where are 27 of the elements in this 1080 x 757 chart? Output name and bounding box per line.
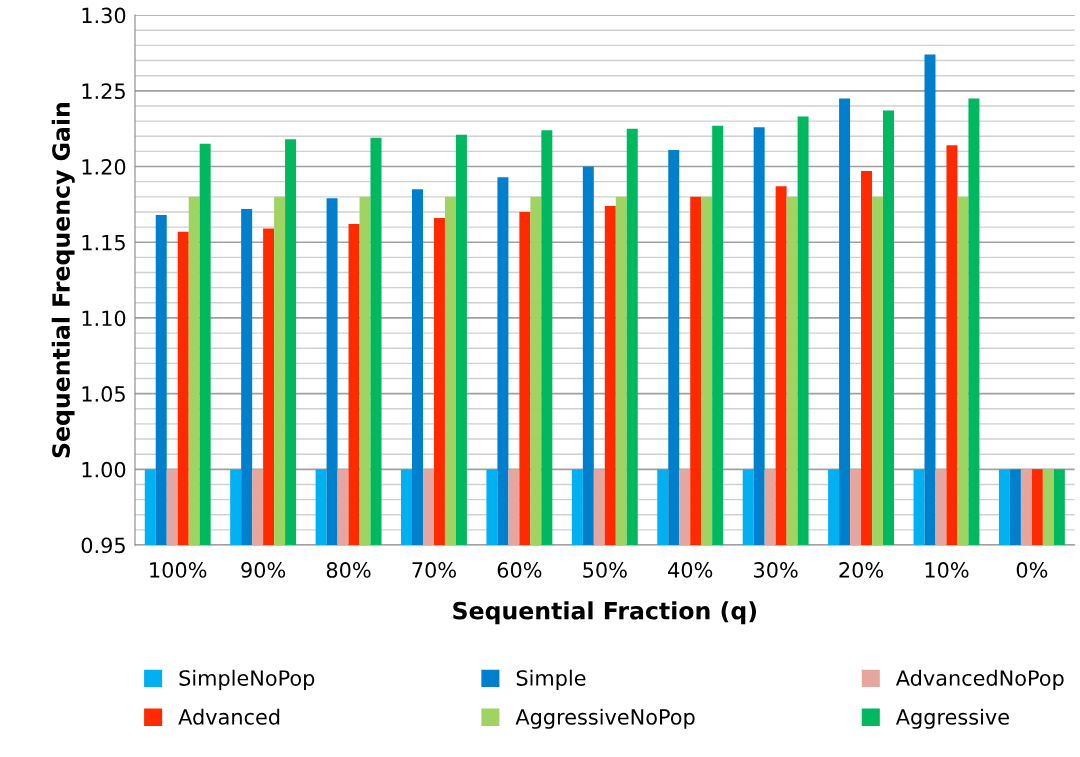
y-tick-label: 1.05 bbox=[82, 386, 125, 402]
x-tick-label: 0% bbox=[1016, 562, 1048, 578]
x-tick-label: 50% bbox=[583, 562, 627, 578]
x-tick-label: 90% bbox=[241, 562, 286, 578]
x-tick-label: 20% bbox=[839, 562, 884, 578]
x-tick-label: 40% bbox=[668, 562, 713, 578]
y-tick-label: 1.20 bbox=[82, 158, 126, 175]
legend-label: Aggressive bbox=[895, 708, 1009, 729]
x-axis-title: Sequential Fraction (q) bbox=[453, 601, 757, 625]
legend-label: Simple bbox=[516, 669, 586, 690]
legend-label: AggressiveNoPop bbox=[515, 708, 695, 729]
x-tick-label: 30% bbox=[754, 562, 798, 578]
y-tick-label: 1.00 bbox=[82, 461, 126, 478]
x-tick-label: 70% bbox=[412, 562, 456, 578]
y-tick-label: 1.30 bbox=[82, 7, 126, 24]
y-tick-label: 1.25 bbox=[82, 83, 125, 100]
x-tick-label: 80% bbox=[326, 562, 371, 578]
x-tick-label: 60% bbox=[497, 562, 542, 578]
x-tick-label: 10% bbox=[925, 562, 969, 578]
y-axis-title: Sequential Frequency Gain bbox=[51, 103, 75, 458]
legend-label: AdvancedNoPop bbox=[895, 669, 1064, 690]
legend-label: SimpleNoPop bbox=[179, 669, 315, 690]
legend-label: Advanced bbox=[178, 708, 280, 725]
y-tick-label: 1.15 bbox=[82, 234, 125, 251]
y-tick-label: 1.10 bbox=[82, 310, 126, 327]
text: 0.95 bbox=[81, 537, 125, 554]
x-tick-label: 100% bbox=[150, 562, 207, 578]
